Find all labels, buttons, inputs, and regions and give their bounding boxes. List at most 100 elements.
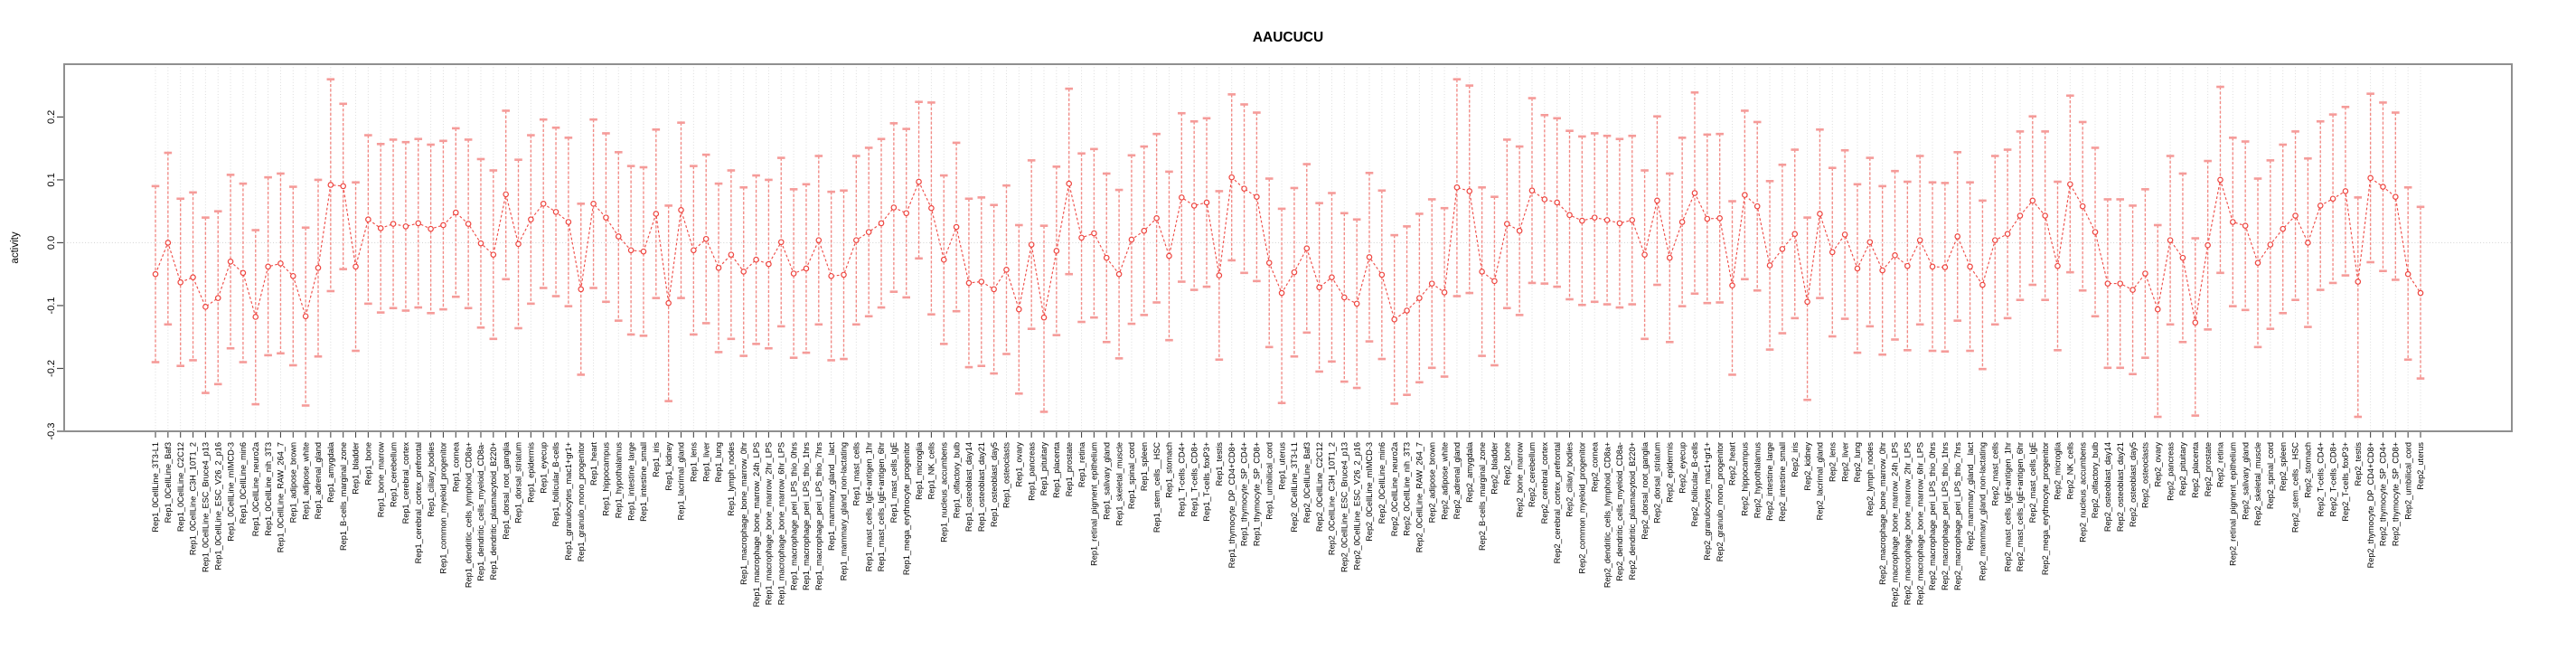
- x-tick-label: Rep1_granulocytes_mac1+gr1+: [564, 442, 573, 561]
- data-point: [552, 209, 559, 215]
- x-tick-label: Rep2_macrophage_bone_marrow_6hr_LPS: [1915, 442, 1924, 605]
- data-point: [1766, 262, 1773, 269]
- x-tick-label: Rep2_dorsal_striatum: [1653, 442, 1662, 524]
- data-point: [978, 278, 985, 285]
- data-points: [152, 174, 2424, 326]
- y-tick-label: -0.2: [46, 360, 57, 377]
- data-point: [277, 260, 284, 267]
- data-point: [702, 235, 710, 242]
- x-tick-label: Rep1_kidney: [664, 442, 673, 491]
- data-point: [728, 251, 735, 258]
- x-tick-label: Rep1_mast_cells_IgE: [889, 442, 898, 523]
- data-point: [665, 299, 672, 307]
- x-tick-label: Rep2_thymocyte_SP_CD8+: [2392, 442, 2401, 546]
- data-point: [2342, 188, 2349, 194]
- data-point: [2280, 225, 2287, 232]
- x-tick-label: Rep2_mammary_gland_non-lactating: [1979, 442, 1988, 580]
- gridlines: [64, 64, 2512, 431]
- data-point: [2254, 259, 2261, 266]
- x-tick-label: Rep2_adrenal_gland: [1453, 442, 1462, 519]
- y-tick-label: -0.3: [46, 423, 57, 440]
- data-point: [465, 221, 472, 227]
- data-point: [1254, 193, 1260, 200]
- data-point: [2393, 193, 2399, 200]
- data-point: [2404, 270, 2411, 278]
- x-tick-label: Rep1_T-cells_foxP3+: [1202, 442, 1211, 522]
- x-tick-label: Rep2_adipose_brown: [1427, 442, 1436, 523]
- plot-border: [63, 63, 2513, 432]
- data-point: [1691, 190, 1698, 196]
- data-point: [2192, 319, 2199, 326]
- x-tick-label: Rep1_0CellLine_neuro2a: [251, 441, 260, 536]
- x-tick-label: Rep2_salivary_gland: [2241, 442, 2250, 520]
- data-point: [640, 248, 647, 255]
- data-point: [1179, 194, 1185, 201]
- data-point: [865, 229, 872, 235]
- data-point: [853, 237, 860, 243]
- data-point: [2154, 306, 2161, 313]
- data-point: [1916, 237, 1923, 243]
- data-point: [315, 264, 322, 271]
- data-point: [2042, 212, 2048, 219]
- data-point: [1503, 221, 1510, 227]
- chart-title: AAUCUCU: [1253, 30, 1323, 45]
- series-line: [155, 175, 2421, 323]
- data-point: [340, 183, 346, 190]
- data-point: [2367, 175, 2374, 182]
- data-point: [2129, 287, 2136, 293]
- data-point: [2355, 278, 2362, 285]
- data-point: [302, 313, 309, 320]
- x-tick-label: Rep2_lung: [1853, 442, 1862, 482]
- x-tick-label: Rep2_mast_cells_IgE+antigen_1hr: [2003, 442, 2012, 571]
- data-point: [190, 274, 196, 280]
- data-point: [1666, 254, 1673, 261]
- data-point: [1704, 215, 1711, 222]
- data-point: [1291, 269, 1298, 276]
- x-tick-label: Rep1_macrophage_peri_LPS_thio_1hrs: [802, 442, 811, 590]
- data-point: [1303, 245, 1311, 251]
- x-tick-label: Rep1_thymocyte_DP_CD4+CD8+: [1227, 442, 1236, 568]
- x-tick-label: Rep2_prostate: [2204, 442, 2213, 496]
- data-point: [390, 221, 397, 227]
- data-point: [1954, 233, 1961, 240]
- y-tick-label: -0.1: [46, 297, 57, 314]
- data-point: [1729, 282, 1735, 289]
- data-point: [1892, 252, 1898, 259]
- x-tick-label: Rep1_macrophage_peri_LPS_thio_0hrs: [789, 442, 798, 590]
- x-tick-label: Rep1_0CellLine_C2C12: [176, 442, 185, 532]
- data-point: [991, 286, 997, 293]
- data-point: [1629, 217, 1636, 223]
- data-point: [2004, 231, 2011, 238]
- data-point: [2242, 222, 2249, 229]
- data-point: [1003, 267, 1010, 273]
- x-tick-label: Rep1_ovary: [1015, 442, 1024, 487]
- data-point: [177, 278, 183, 286]
- data-point: [1904, 262, 1911, 269]
- data-point: [1742, 192, 1748, 198]
- data-point: [965, 279, 973, 287]
- data-point: [2380, 184, 2386, 190]
- x-tick-label: Rep2_spleen: [2279, 442, 2288, 491]
- data-point: [653, 211, 660, 217]
- x-tick-label: Rep2_testis: [2354, 442, 2363, 486]
- series-connector: [155, 175, 2421, 323]
- x-tick-label: Rep2_epidermis: [1665, 442, 1674, 503]
- x-tick-label: Rep2_macrophage_peri_LPS_thio_0hrs: [1928, 442, 1937, 590]
- data-point: [590, 201, 597, 207]
- data-point: [2167, 237, 2174, 243]
- x-tick-label: Rep1_adipose_brown: [288, 442, 297, 523]
- x-tick-label: Rep2_stomach: [2304, 442, 2313, 498]
- x-tick-label: Rep1_retina: [1077, 441, 1086, 487]
- x-tick-label: Rep1_0CellLine_ESC_Bruce4_p13: [202, 442, 211, 572]
- data-point: [890, 204, 898, 211]
- data-point: [1141, 227, 1148, 234]
- data-point: [240, 269, 247, 277]
- data-point: [940, 256, 947, 263]
- x-tick-label: Rep1_lymph_nodes: [727, 442, 736, 516]
- x-tick-label: Rep1_0CellLine_ESC_V26_2_p16: [213, 442, 222, 571]
- data-point: [2029, 197, 2036, 204]
- x-tick-label: Rep2_retina: [2216, 441, 2225, 487]
- data-point: [1716, 215, 1723, 222]
- x-tick-label: Rep2_dendritic_plasmacytoid_B220+: [1628, 442, 1637, 580]
